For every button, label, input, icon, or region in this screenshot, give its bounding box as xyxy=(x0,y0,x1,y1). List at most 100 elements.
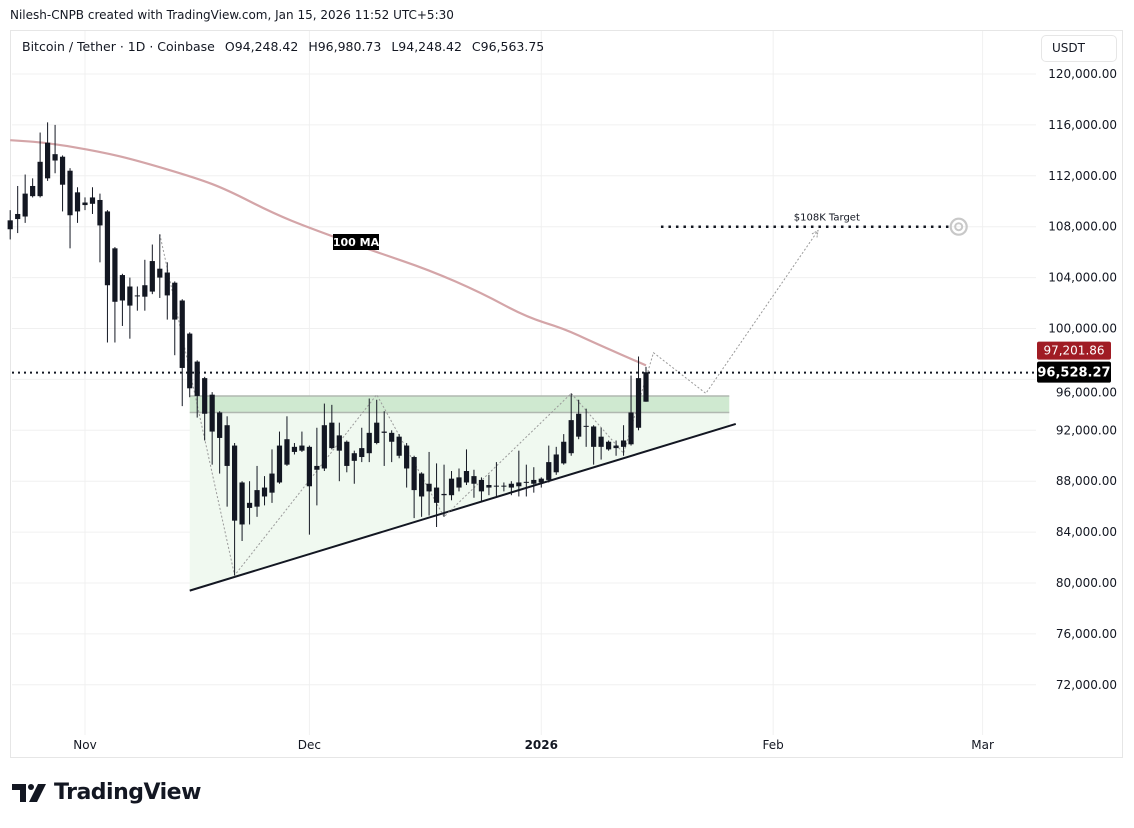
candle xyxy=(89,187,96,214)
candle-body xyxy=(59,156,66,185)
candle xyxy=(374,399,380,445)
target-icon-inner xyxy=(954,222,964,232)
candle-body xyxy=(157,268,163,278)
candle xyxy=(172,281,178,356)
candle xyxy=(613,440,619,456)
candle-body xyxy=(194,361,200,396)
candle-body xyxy=(366,432,372,454)
candle-body xyxy=(448,478,455,496)
candle xyxy=(531,467,537,493)
candle xyxy=(15,185,21,234)
candle-body xyxy=(516,482,522,487)
candle xyxy=(119,273,125,326)
candle-body xyxy=(164,272,170,296)
candle-body xyxy=(635,378,642,428)
candle-body xyxy=(7,220,13,230)
candle xyxy=(538,477,544,488)
candle xyxy=(381,411,387,466)
candle-body xyxy=(583,425,589,427)
candle-body xyxy=(30,185,36,197)
candle-body xyxy=(269,473,275,493)
candle-body xyxy=(643,372,649,402)
candle-body xyxy=(209,394,215,432)
candle-body xyxy=(478,479,485,492)
candle-body xyxy=(172,282,178,320)
candle xyxy=(523,464,529,497)
last-price-label: 96,528.27 xyxy=(1037,366,1110,381)
candle xyxy=(366,398,372,463)
candle xyxy=(187,332,193,398)
candle-body xyxy=(127,286,133,306)
candle xyxy=(359,427,365,463)
candle xyxy=(576,399,582,440)
candle-body xyxy=(411,457,417,491)
candle xyxy=(209,392,215,465)
ma-price-label: 97,201.86 xyxy=(1043,344,1104,358)
candle-body xyxy=(217,412,223,438)
candle xyxy=(7,210,13,240)
candle-body xyxy=(538,478,544,483)
ascending-trendline xyxy=(189,422,737,592)
candle xyxy=(59,155,66,212)
candle-body xyxy=(553,454,559,473)
candle xyxy=(478,477,485,502)
candle xyxy=(179,299,185,407)
price-tick-label: 92,000.00 xyxy=(1056,423,1117,437)
price-tick-label: 116,000.00 xyxy=(1048,118,1117,132)
target-label: $108K Target xyxy=(794,213,860,224)
candle xyxy=(336,422,342,482)
candle-body xyxy=(404,445,410,469)
candle-body xyxy=(67,170,73,216)
candle xyxy=(217,411,223,474)
price-tick-label: 72,000.00 xyxy=(1056,678,1117,692)
last-price-label-box xyxy=(1037,361,1111,383)
projection-path xyxy=(159,230,819,577)
candle-body xyxy=(351,453,357,461)
price-tick-label: 100,000.00 xyxy=(1048,322,1117,336)
candles xyxy=(7,122,649,576)
ohlc-high: H96,980.73 xyxy=(308,39,382,54)
time-tick-label: 2026 xyxy=(525,738,558,752)
tradingview-logo: TradingView xyxy=(12,780,201,805)
candle-body xyxy=(187,333,193,389)
candle xyxy=(232,443,238,576)
candle xyxy=(30,178,36,198)
time-tick-label: Nov xyxy=(73,738,96,752)
candle xyxy=(553,446,559,475)
price-tick-label: 84,000.00 xyxy=(1056,525,1117,539)
candle-body xyxy=(344,441,350,466)
candle xyxy=(396,434,402,459)
drawings xyxy=(159,229,819,592)
candle xyxy=(67,168,73,249)
candle xyxy=(329,404,335,450)
candle xyxy=(82,197,88,211)
candle-body xyxy=(52,154,58,161)
candle-body xyxy=(74,192,81,212)
candle xyxy=(291,443,298,455)
candle xyxy=(351,450,357,484)
candle xyxy=(441,464,447,517)
candle xyxy=(97,193,103,263)
candle-body xyxy=(119,275,125,301)
axes: 120,000.00 116,000.00 112,000.00 108,000.00… xyxy=(73,67,1117,752)
candle xyxy=(546,445,552,483)
price-tick-label: 108,000.00 xyxy=(1048,220,1117,234)
candle-body xyxy=(591,426,597,447)
candle-body xyxy=(97,199,103,226)
moving-average-line xyxy=(10,139,647,367)
candle-body xyxy=(321,425,327,469)
candle-body xyxy=(501,485,507,487)
candle xyxy=(598,427,604,460)
candle-body xyxy=(104,211,111,286)
time-tick-label: Feb xyxy=(763,738,784,752)
currency-button[interactable]: USDT xyxy=(1041,35,1117,62)
candle-body xyxy=(314,465,320,470)
candle-body xyxy=(89,197,96,204)
grid xyxy=(12,31,1036,735)
candle-body xyxy=(202,378,208,414)
symbol-name[interactable]: Bitcoin / Tether · 1D · Coinbase xyxy=(22,39,215,54)
candle xyxy=(276,431,283,484)
candle-body xyxy=(493,485,499,487)
price-tick-label: 88,000.00 xyxy=(1056,474,1117,488)
